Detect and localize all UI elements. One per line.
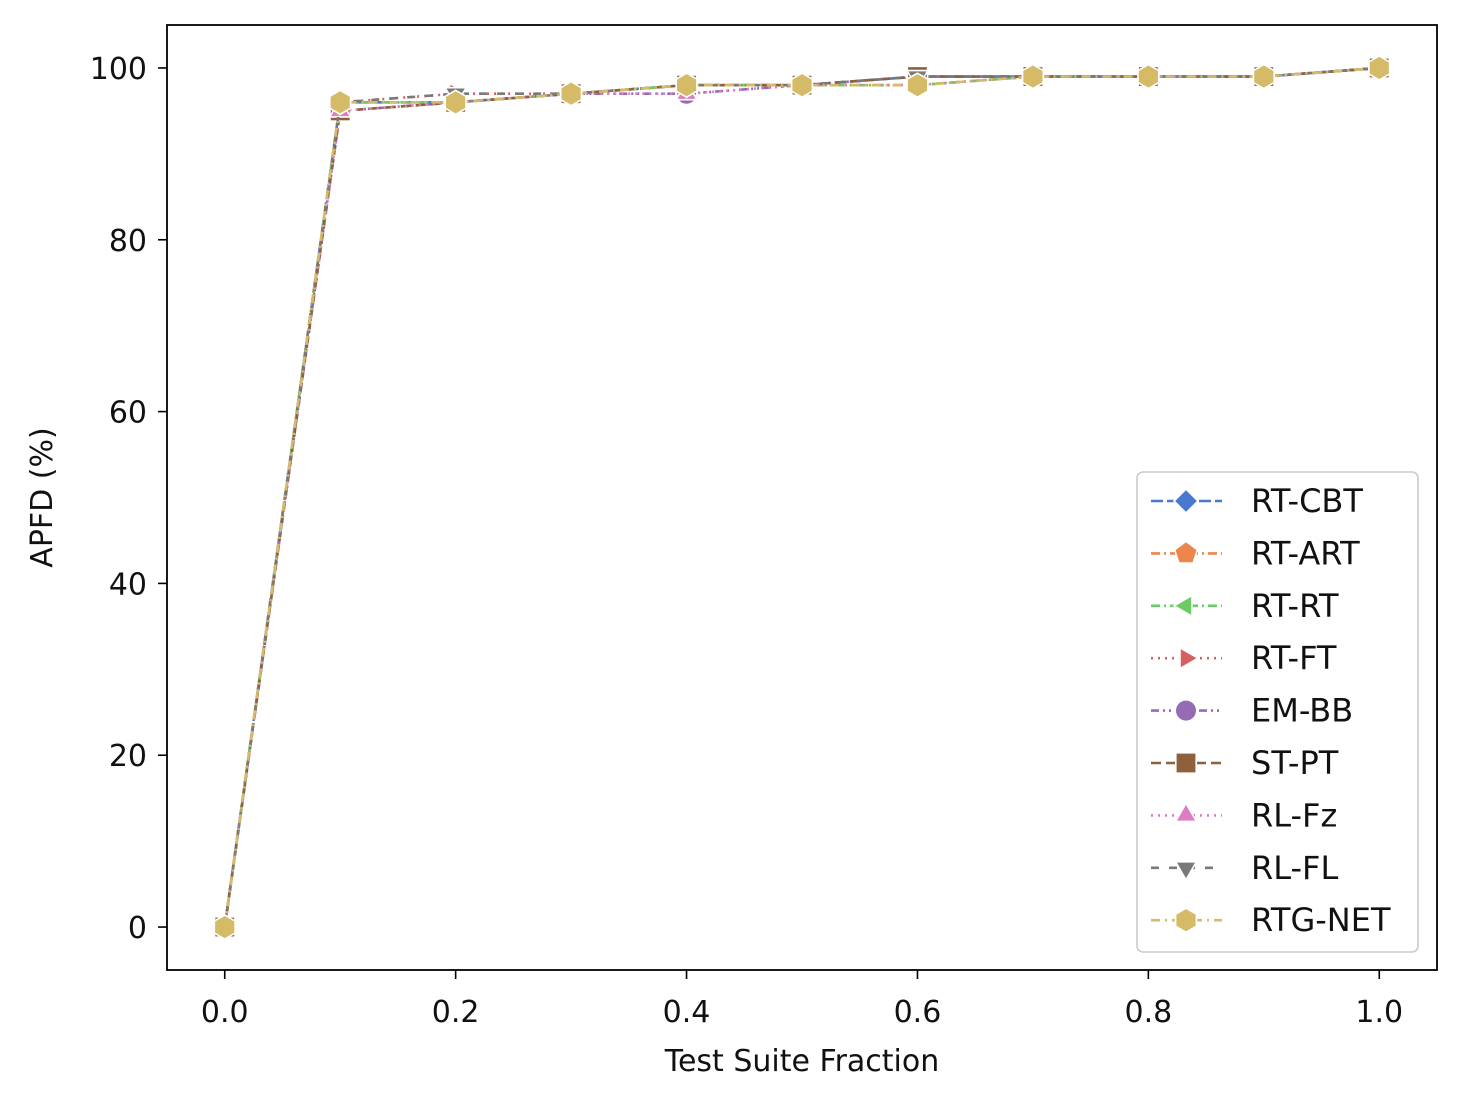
legend-box	[1136, 471, 1419, 953]
legend-marker	[1179, 646, 1200, 670]
data-point	[444, 89, 467, 116]
data-point	[213, 914, 236, 940]
x-axis-title: Test Suite Fraction	[664, 1044, 940, 1079]
legend-marker	[1174, 698, 1198, 723]
y-tick-label: 60	[109, 396, 147, 431]
legend-label: RT-FT	[1251, 639, 1337, 677]
legend-item: RT-CBT	[1151, 482, 1363, 520]
y-axis-title: APFD (%)	[25, 427, 60, 567]
legend-item: RL-FL	[1151, 849, 1338, 887]
data-point	[1368, 55, 1391, 81]
legend-item: ST-PT	[1151, 744, 1339, 782]
series-layer	[211, 54, 1393, 941]
legend-item: RT-ART	[1151, 534, 1360, 572]
x-tick-label: 0.2	[432, 995, 480, 1030]
data-point	[1252, 63, 1276, 90]
y-axis: 0 20 40 60 80 100	[90, 52, 167, 946]
data-point	[1137, 63, 1160, 90]
data-point	[790, 72, 814, 99]
y-tick-label: 40	[109, 567, 147, 602]
x-tick-label: 0.6	[894, 995, 942, 1030]
series-rtg-net	[213, 55, 1391, 940]
legend-marker	[1175, 751, 1198, 774]
y-tick-label: 0	[128, 911, 147, 946]
y-tick-label: 80	[109, 224, 147, 259]
x-tick-label: 0.4	[663, 995, 711, 1030]
data-point	[906, 72, 929, 99]
legend-label: RT-RT	[1251, 587, 1339, 625]
data-point	[328, 89, 352, 116]
x-tick-label: 0.8	[1125, 995, 1173, 1030]
legend-label: RTG-NET	[1251, 901, 1391, 939]
x-axis: 0.0 0.2 0.4 0.6 0.8 1.0	[201, 970, 1403, 1030]
plot-frame	[166, 24, 1438, 971]
legend-label: RL-FL	[1251, 849, 1338, 887]
legend-label: ST-PT	[1251, 744, 1339, 782]
legend-item: RL-Fz	[1151, 796, 1337, 834]
y-tick-label: 20	[109, 739, 147, 774]
data-point	[675, 72, 698, 99]
legend-label: RT-ART	[1251, 534, 1360, 572]
legend-marker	[1174, 860, 1198, 882]
legend-item: RT-FT	[1151, 639, 1337, 677]
legend-marker	[1173, 540, 1199, 564]
legend-marker	[1172, 594, 1193, 618]
legend-marker	[1172, 487, 1200, 515]
legend-label: RT-CBT	[1251, 482, 1363, 520]
legend-item: EM-BB	[1151, 692, 1353, 730]
legend-item: RTG-NET	[1151, 901, 1391, 939]
legend-label: RL-Fz	[1251, 796, 1337, 834]
y-tick-label: 100	[90, 52, 147, 87]
x-tick-label: 1.0	[1355, 995, 1403, 1030]
data-point	[1021, 63, 1045, 90]
x-tick-label: 0.0	[201, 995, 249, 1030]
legend-marker	[1174, 907, 1198, 934]
legend-marker	[1174, 801, 1198, 823]
legend: RT-CBT RT-ART RT-RT RT-FT EM-BB ST-PT RL-Fz RL-…	[1136, 471, 1419, 953]
legend-label: EM-BB	[1251, 692, 1353, 730]
legend-item: RT-RT	[1151, 587, 1339, 625]
data-point	[559, 80, 583, 107]
